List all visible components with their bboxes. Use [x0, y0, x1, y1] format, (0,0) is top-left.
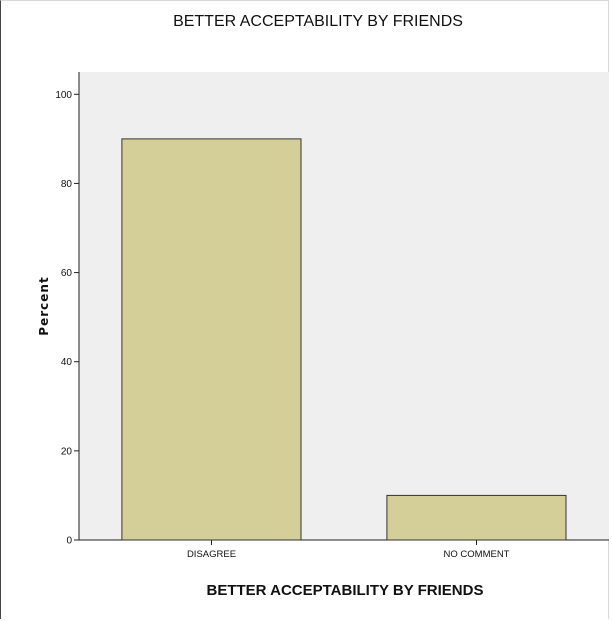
- y-tick-label: 40: [61, 357, 73, 368]
- y-axis: 0 20 40 60 80 100: [55, 72, 80, 547]
- y-tick-label: 60: [61, 268, 73, 279]
- bars: [121, 138, 567, 541]
- x-tick-label: NO COMMENT: [444, 549, 510, 560]
- x-axis: DISAGREE NO COMMENT: [79, 539, 609, 560]
- chart-title: BETTER ACCEPTABILITY BY FRIENDS: [173, 13, 463, 30]
- y-axis-label: Percent: [37, 276, 51, 335]
- y-tick-label: 0: [66, 536, 72, 547]
- bar-no-comment: [386, 494, 567, 541]
- y-tick-label: 20: [61, 446, 73, 457]
- x-tick-label: DISAGREE: [187, 549, 236, 560]
- y-tick-label: 80: [61, 179, 73, 190]
- y-tick-label: 100: [55, 90, 72, 101]
- bar-disagree: [121, 138, 302, 541]
- x-axis-label: BETTER ACCEPTABILITY BY FRIENDS: [207, 582, 484, 599]
